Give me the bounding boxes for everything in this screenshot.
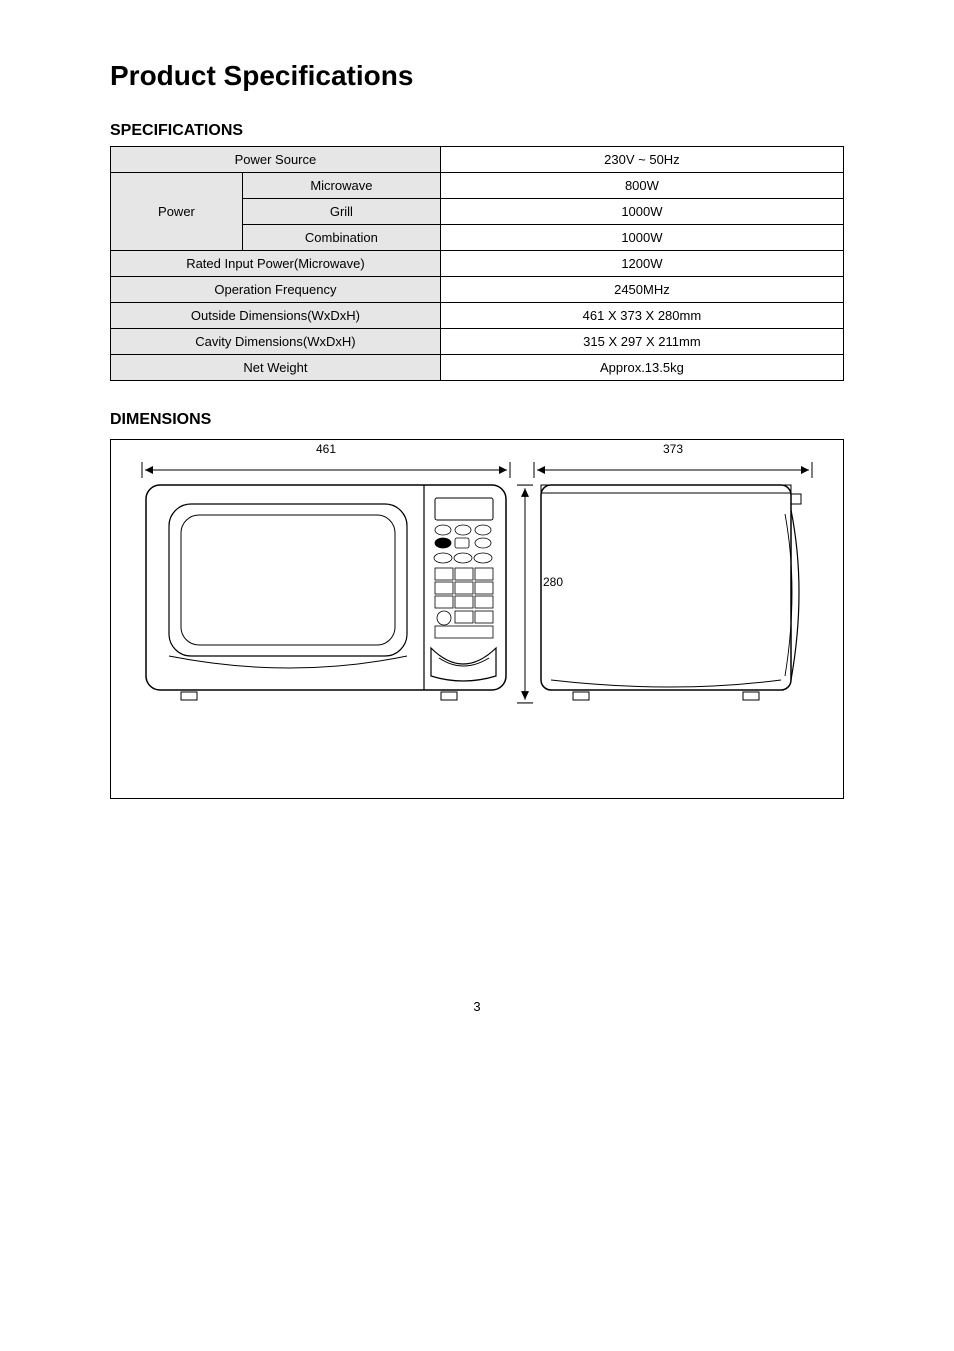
microwave-front-icon xyxy=(141,480,511,710)
spec-label: Outside Dimensions(WxDxH) xyxy=(111,303,441,329)
specs-table: Power Source 230V ~ 50Hz Power Microwave… xyxy=(110,146,844,381)
table-row: Operation Frequency 2450MHz xyxy=(111,277,844,303)
depth-arrow-icon xyxy=(533,462,813,478)
table-row: Power Source 230V ~ 50Hz xyxy=(111,147,844,173)
depth-label: 373 xyxy=(533,442,813,456)
table-row: Cavity Dimensions(WxDxH) 315 X 297 X 211… xyxy=(111,329,844,355)
spec-value: 1000W xyxy=(440,225,843,251)
spec-label: Power xyxy=(111,173,243,251)
spec-value: 800W xyxy=(440,173,843,199)
spec-value: 315 X 297 X 211mm xyxy=(440,329,843,355)
width-arrow-icon xyxy=(141,462,511,478)
dimensions-diagram: 461 xyxy=(110,439,844,799)
table-row: Rated Input Power(Microwave) 1200W xyxy=(111,251,844,277)
width-label: 461 xyxy=(141,442,511,456)
height-arrow-icon xyxy=(517,484,533,690)
page-title: Product Specifications xyxy=(110,60,844,92)
spec-sublabel: Combination xyxy=(242,225,440,251)
table-row: Outside Dimensions(WxDxH) 461 X 373 X 28… xyxy=(111,303,844,329)
spec-value: 230V ~ 50Hz xyxy=(440,147,843,173)
spec-label: Power Source xyxy=(111,147,441,173)
specs-heading: SPECIFICATIONS xyxy=(110,122,844,140)
spec-label: Operation Frequency xyxy=(111,277,441,303)
dimensions-heading: DIMENSIONS xyxy=(110,411,844,429)
spec-value: Approx.13.5kg xyxy=(440,355,843,381)
spec-label: Net Weight xyxy=(111,355,441,381)
spec-label: Rated Input Power(Microwave) xyxy=(111,251,441,277)
spec-sublabel: Microwave xyxy=(242,173,440,199)
front-view: 461 xyxy=(141,480,511,710)
spec-value: 461 X 373 X 280mm xyxy=(440,303,843,329)
spec-value: 2450MHz xyxy=(440,277,843,303)
spec-sublabel: Grill xyxy=(242,199,440,225)
side-view: 373 xyxy=(533,480,813,710)
table-row: Power Microwave 800W xyxy=(111,173,844,199)
spec-value: 1200W xyxy=(440,251,843,277)
spec-value: 1000W xyxy=(440,199,843,225)
microwave-side-icon xyxy=(533,480,813,710)
table-row: Net Weight Approx.13.5kg xyxy=(111,355,844,381)
spec-label: Cavity Dimensions(WxDxH) xyxy=(111,329,441,355)
page-number: 3 xyxy=(110,999,844,1014)
